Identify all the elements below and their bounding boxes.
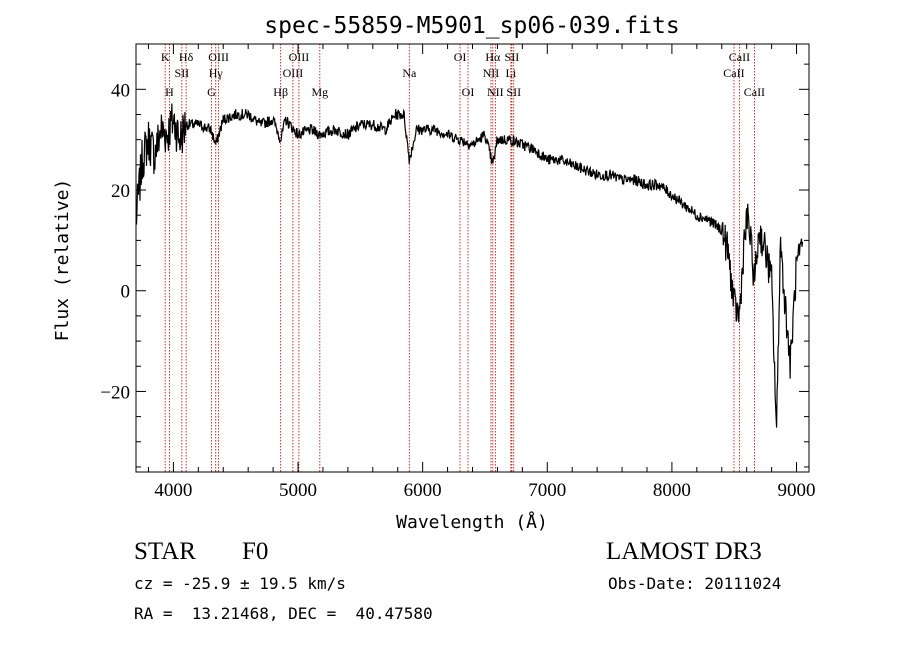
redshift-velocity: cz = -25.9 ± 19.5 km/s (134, 574, 346, 593)
line-label-3: Hδ (179, 50, 194, 64)
coordinates: RA = 13.21468, DEC = 40.47580 (134, 604, 433, 623)
line-label-12: NII (487, 85, 504, 99)
x-axis-label: Wavelength (Å) (396, 511, 548, 533)
y-tick-label-0: 0 (121, 282, 131, 303)
line-label-21: CaII (729, 50, 750, 64)
line-label-8: Na (402, 66, 417, 80)
line-label-18: K (161, 50, 170, 64)
object-subclass: F0 (242, 538, 269, 565)
line-label-11: NII (483, 66, 500, 80)
plot-frame (135, 43, 810, 473)
line-label-2: Hγ (209, 66, 224, 80)
line-label-9: OI (454, 50, 467, 64)
line-label-17: SII (175, 66, 190, 80)
line-label-0: Hα (485, 50, 501, 64)
x-tick-label-4000: 4000 (154, 480, 192, 501)
line-label-20: CaII (744, 85, 765, 99)
y-axis-label: Flux (relative) (52, 179, 73, 342)
line-label-16: G (207, 85, 216, 99)
chart-title: spec-55859-M5901_sp06-039.fits (264, 13, 679, 39)
y-tick-label-40: 40 (111, 80, 130, 101)
x-tick-label-8000: 8000 (653, 480, 691, 501)
line-label-15: Li (506, 66, 517, 80)
line-label-22: CaII (723, 66, 744, 80)
line-label-13: SII (505, 50, 520, 64)
x-tick-label-5000: 5000 (279, 480, 317, 501)
line-label-14: SII (506, 85, 521, 99)
object-class: STAR (134, 538, 196, 565)
x-tick-label-7000: 7000 (528, 480, 566, 501)
axis-ticks: 4000 5000 6000 7000 8000 9000 −20 0 20 40 (100, 44, 816, 501)
line-label-7: Mg (311, 85, 328, 99)
line-label-4: OIII (289, 50, 310, 64)
x-tick-label-9000: 9000 (778, 480, 816, 501)
emission-line-markers (164, 44, 755, 472)
spectrum-line (135, 103, 804, 428)
line-label-5: OIII (283, 66, 304, 80)
y-tick-label--20: −20 (100, 382, 130, 403)
y-tick-label-20: 20 (111, 181, 130, 202)
line-label-19: H (165, 85, 174, 99)
survey-name: LAMOST DR3 (606, 538, 762, 565)
line-label-1: Hβ (273, 85, 288, 99)
x-tick-label-6000: 6000 (404, 480, 442, 501)
line-label-10: OI (462, 85, 475, 99)
observation-date: Obs-Date: 20111024 (608, 574, 782, 593)
line-label-6: OIII (208, 50, 229, 64)
